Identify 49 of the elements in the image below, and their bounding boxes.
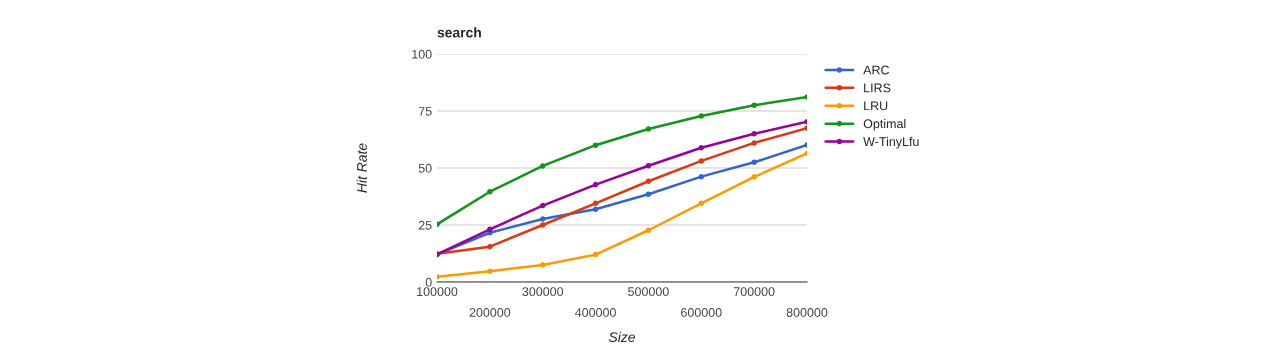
point bbox=[592, 142, 599, 148]
point bbox=[539, 262, 546, 268]
point bbox=[751, 159, 757, 166]
x-tick-label: 500000 bbox=[628, 287, 669, 297]
y-tick-label: 100 bbox=[412, 49, 432, 59]
x2-tick-label: 600000 bbox=[681, 308, 722, 317]
point bbox=[487, 268, 493, 275]
point bbox=[487, 243, 493, 250]
x-tick-label: 300000 bbox=[522, 287, 564, 297]
point bbox=[698, 173, 705, 180]
point bbox=[592, 181, 599, 188]
point bbox=[698, 113, 705, 119]
point bbox=[539, 216, 546, 222]
legend-label: LIRS bbox=[864, 83, 891, 93]
x-tick-label: 700000 bbox=[733, 287, 775, 297]
point bbox=[645, 126, 652, 132]
point bbox=[592, 200, 599, 207]
point bbox=[487, 188, 493, 195]
x-axis-title: Size bbox=[608, 331, 635, 343]
point bbox=[751, 102, 757, 109]
y-tick-label: 25 bbox=[418, 220, 432, 230]
x-tick-label: 100000 bbox=[417, 287, 458, 297]
point bbox=[645, 227, 652, 234]
point bbox=[645, 162, 652, 169]
point bbox=[698, 158, 705, 164]
point bbox=[592, 206, 599, 213]
y-tick-label: 0 bbox=[425, 277, 432, 287]
point bbox=[539, 202, 546, 209]
x2-tick-label: 400000 bbox=[575, 308, 616, 317]
point bbox=[698, 200, 705, 207]
point bbox=[539, 222, 546, 228]
y-tick-label: 75 bbox=[418, 106, 432, 116]
y-tick-label: 50 bbox=[418, 163, 432, 173]
legend-label: ARC bbox=[863, 65, 890, 75]
point bbox=[539, 163, 546, 169]
point bbox=[751, 174, 757, 180]
y-axis-title: Hit Rate bbox=[356, 143, 367, 193]
point bbox=[751, 131, 757, 137]
point bbox=[698, 144, 705, 151]
point bbox=[645, 178, 652, 184]
point bbox=[592, 251, 599, 258]
legend-label: W-TinyLfu bbox=[863, 136, 919, 149]
legend-label: LRU bbox=[864, 101, 888, 111]
legend-label: Optimal bbox=[863, 118, 906, 131]
x2-tick-label: 200000 bbox=[469, 308, 511, 317]
chart-title: search bbox=[437, 27, 481, 38]
x2-tick-label: 800000 bbox=[786, 308, 828, 317]
point bbox=[751, 140, 757, 146]
point bbox=[645, 191, 652, 197]
